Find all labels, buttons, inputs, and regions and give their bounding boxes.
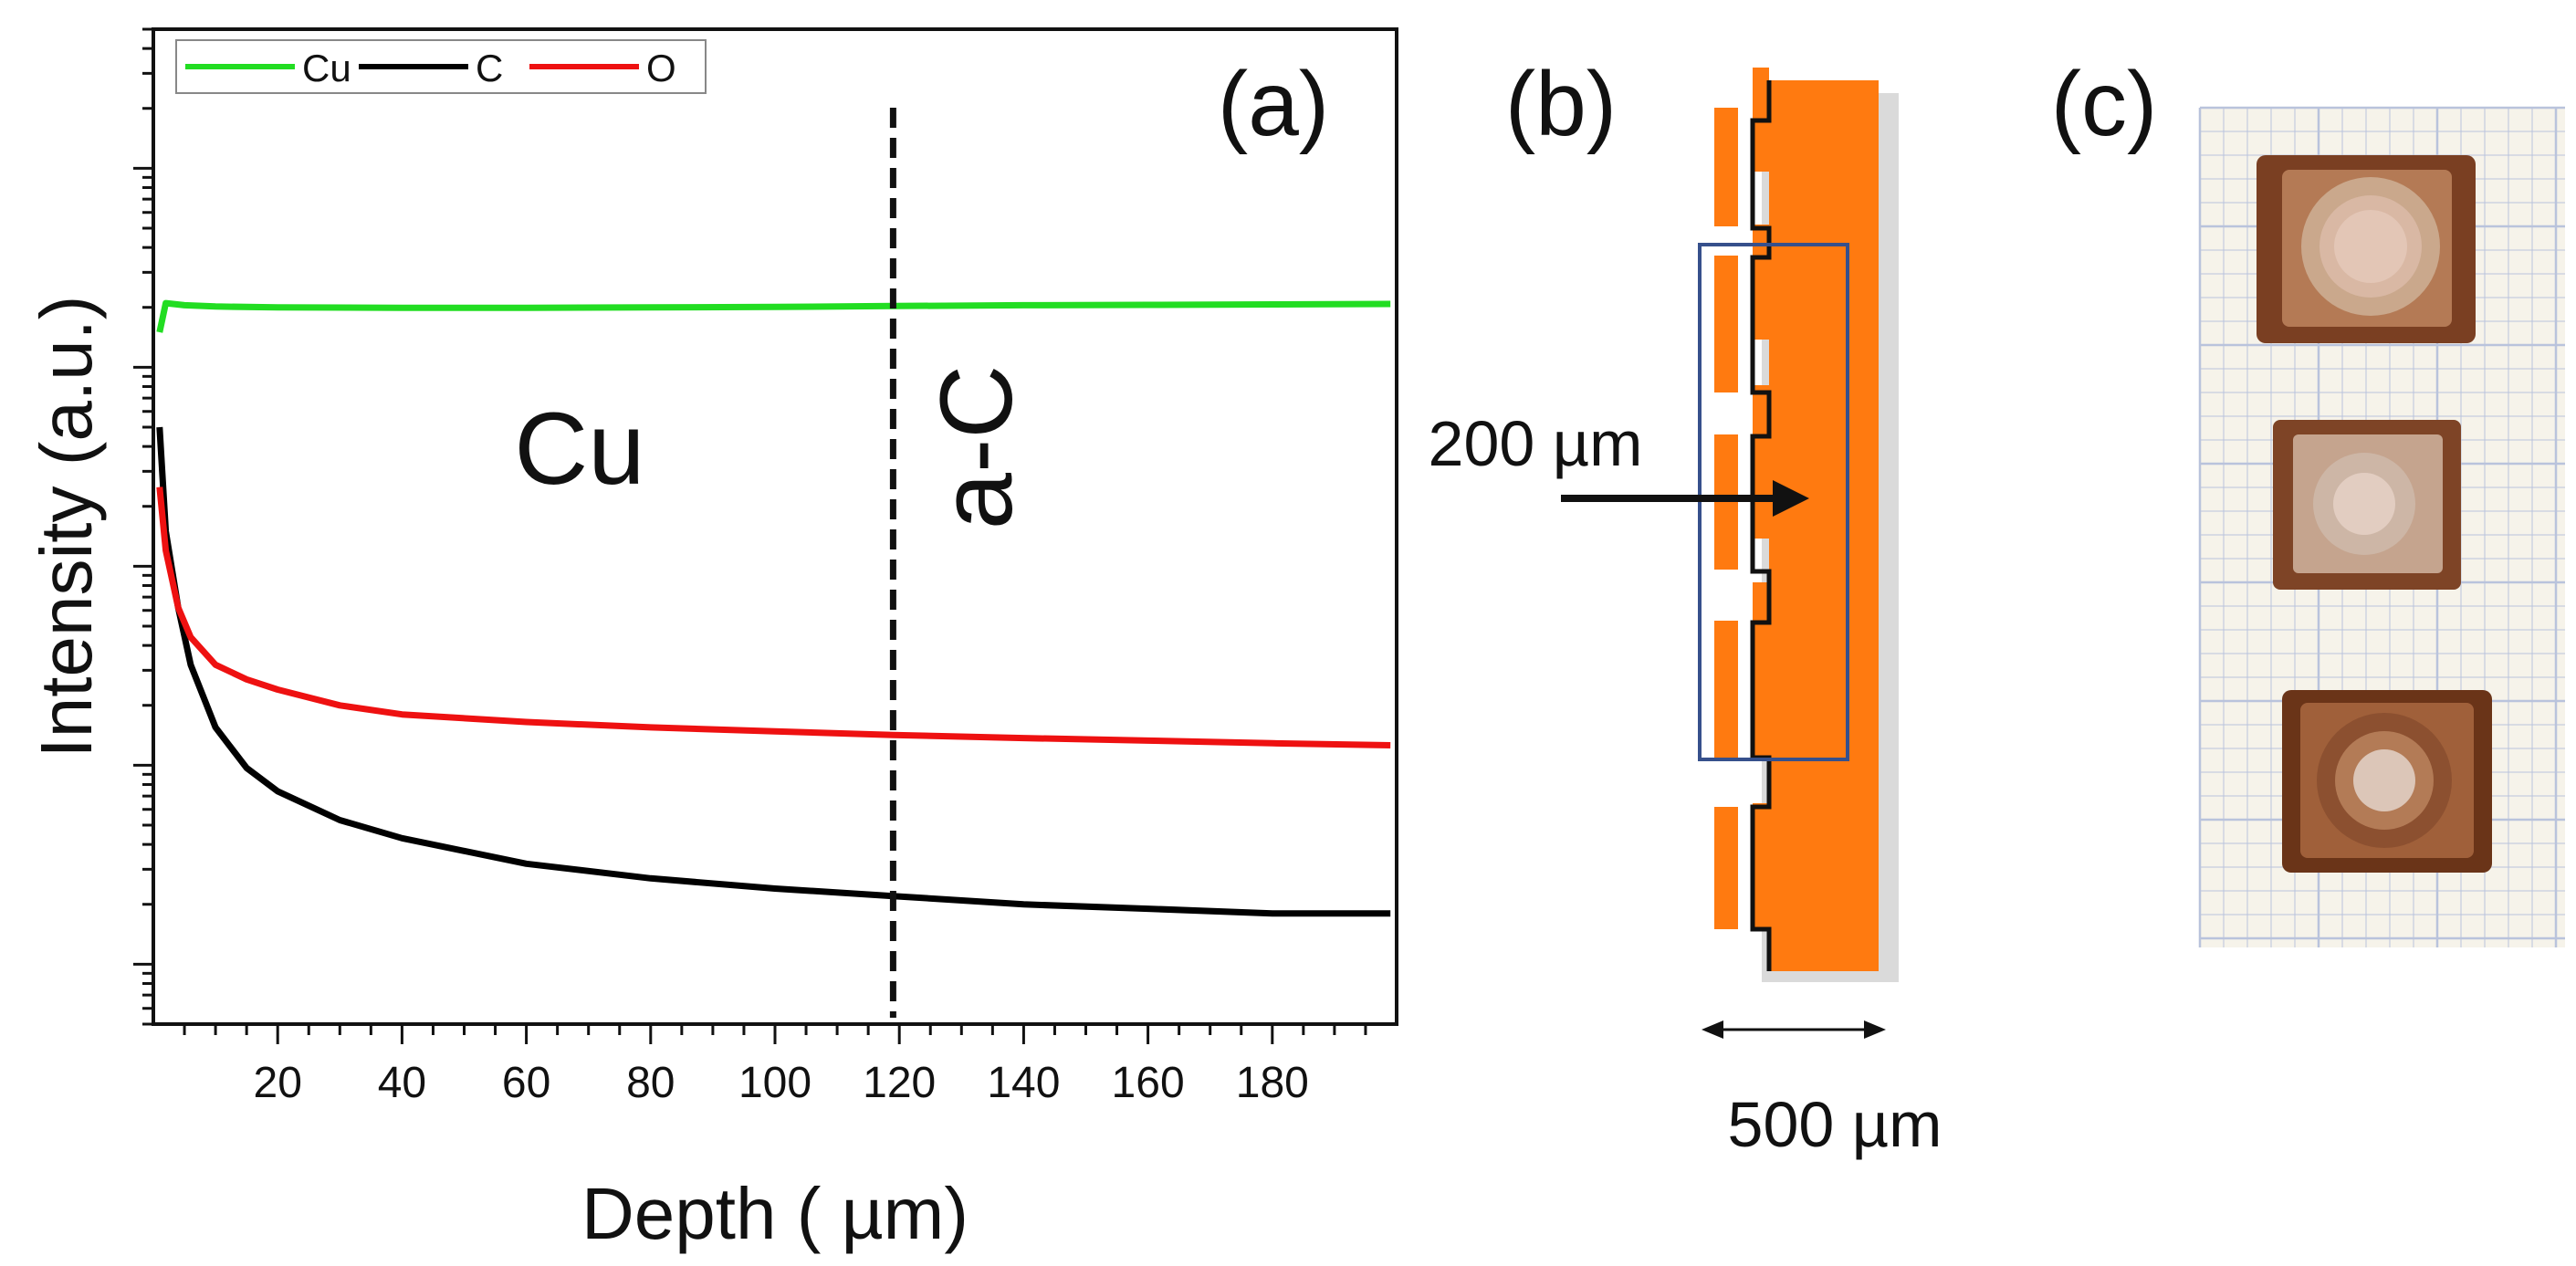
series-line-c [156,426,1391,917]
x-tick-label: 140 [987,1059,1060,1107]
sample-photo-3 [2282,690,2492,873]
x-tick-label: 60 [502,1059,550,1107]
schematic-panel-b: (b) 200 µm 500 µm [1429,53,1942,1160]
width-dimension-arrow-left [1702,1020,1723,1039]
surface-pads [1714,108,1738,929]
series-line-cu [156,299,1391,333]
dimension-label-top: 200 µm [1429,408,1643,479]
x-tick-label: 80 [626,1059,675,1107]
x-tick-label: 160 [1112,1059,1185,1107]
pointer-arrow-head [1773,480,1809,517]
panel-label-a: (a) [1218,53,1329,155]
x-tick-label: 120 [863,1059,936,1107]
plot-series-group [156,299,1391,917]
legend-label-c: C [476,47,503,89]
substrate-body [1753,68,1879,971]
y-axis-ticks [133,27,153,1026]
series-line-o [156,487,1391,748]
x-tick-label: 40 [378,1059,426,1107]
panel-label-c: (c) [2051,53,2158,155]
sample-photo-2 [2273,420,2461,590]
x-tick-label: 100 [738,1059,812,1107]
x-tick-label: 20 [254,1059,302,1107]
x-axis-ticks: 20 40 60 80 100 120 140 160 180 [183,1024,1367,1107]
chart-panel-a: 20 40 60 80 100 120 140 160 180 Intensity (a.u.)… [26,27,1398,1254]
width-dimension-arrow-right [1864,1020,1886,1039]
region-label-a-c: a-C [919,365,1033,529]
panel-label-b: (b) [1505,53,1617,155]
y-axis-label: Intensity (a.u.) [26,296,107,759]
region-label-cu: Cu [514,392,644,506]
x-axis-label: Depth ( µm) [581,1173,969,1254]
chart-legend: Cu C O [175,39,707,94]
plot-frame [152,27,1398,1026]
sample-photo-panel-c: (c) [2051,53,2565,947]
x-tick-label: 180 [1236,1059,1309,1107]
sample-photo-1 [2257,155,2476,343]
legend-label-cu: Cu [302,47,351,89]
dimension-label-bottom: 500 µm [1728,1089,1942,1160]
legend-label-o: O [646,47,676,89]
profile-outline [1750,80,1772,971]
